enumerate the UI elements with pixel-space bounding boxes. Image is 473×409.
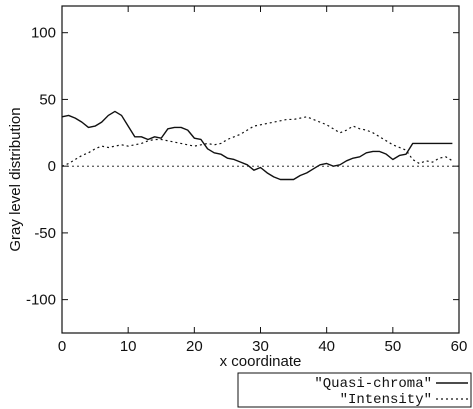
y-tick-label: -50 (34, 225, 56, 242)
x-tick-label: 10 (120, 338, 137, 355)
x-tick-label: 0 (58, 338, 66, 355)
x-tick-label: 20 (186, 338, 203, 355)
legend-label-quasi-chroma: "Quasi-chroma" (314, 376, 432, 392)
y-tick-label: 100 (31, 25, 56, 42)
x-tick-label: 60 (451, 338, 468, 355)
y-tick-label: 0 (48, 158, 56, 175)
series-line-quasi-chroma (62, 111, 452, 179)
series-layer (62, 111, 452, 179)
legend: "Quasi-chroma" "Intensity" (238, 373, 471, 408)
y-axis-label: Gray level distribution (7, 107, 24, 251)
y-tick-label: -100 (26, 292, 56, 309)
legend-label-intensity: "Intensity" (340, 392, 432, 408)
plot-area (62, 6, 459, 333)
plot-frame (62, 6, 459, 333)
y-tick-label: 50 (39, 91, 56, 108)
x-tick-label: 50 (384, 338, 401, 355)
x-tick-label: 40 (318, 338, 335, 355)
x-axis-label: x coordinate (220, 353, 302, 370)
